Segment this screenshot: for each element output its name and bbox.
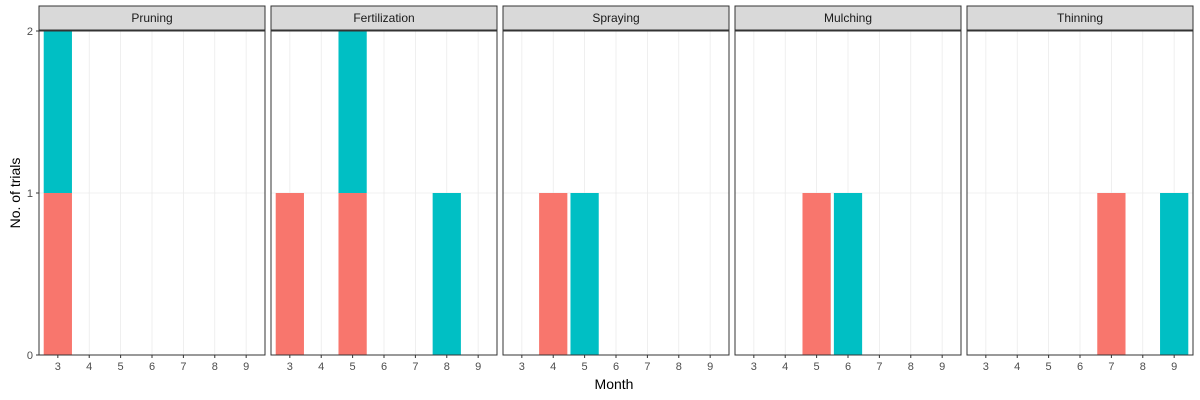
x-tick-label: 7 [412,361,418,373]
x-tick-label: 8 [444,361,450,373]
x-tick-label: 8 [1140,361,1146,373]
facet-panel: Pruning 3 4 5 6 7 8 9 [38,5,266,373]
x-tick-label: 5 [1046,361,1052,373]
x-tick-label: 7 [180,361,186,373]
x-tick-label: 8 [676,361,682,373]
x-tick-label: 4 [86,361,92,373]
bar-segment [1160,193,1189,355]
facet-panel: Spraying 3 4 5 6 7 8 9 [502,5,730,373]
x-tick-label: 9 [1171,361,1177,373]
x-tick-label: 8 [908,361,914,373]
x-tick-label: 7 [1108,361,1114,373]
x-tick-label: 5 [350,361,356,373]
x-tick-label: 3 [519,361,525,373]
x-tick-label: 3 [751,361,757,373]
bar-segment [432,193,461,355]
x-tick-label: 3 [983,361,989,373]
x-tick-label: 9 [475,361,481,373]
x-tick-label: 6 [613,361,619,373]
facet-strip [270,5,498,31]
x-tick-label: 3 [287,361,293,373]
x-tick-label: 6 [1077,361,1083,373]
bar-segment [802,193,831,355]
x-tick-label: 3 [55,361,61,373]
x-tick-label: 6 [149,361,155,373]
x-tick-label: 5 [118,361,124,373]
y-tick-label: 1 [27,188,33,200]
x-tick-label: 9 [243,361,249,373]
bar-segment [539,193,568,355]
bar-segment [275,193,304,355]
facet-strip-label: Thinning [1057,11,1103,25]
y-tick-label: 2 [27,26,33,38]
facet-strip [38,5,266,31]
x-tick-label: 5 [814,361,820,373]
bar-segment [338,31,367,193]
facet-strip [502,5,730,31]
x-tick-label: 7 [644,361,650,373]
x-axis-title: Month [595,376,634,392]
x-tick-label: 4 [318,361,324,373]
facet-panel: Fertilization 3 4 5 6 7 8 9 [270,5,498,373]
x-tick-label: 5 [582,361,588,373]
bar-segment [833,193,863,355]
facet-strip-label: Pruning [131,11,172,25]
facet-strip [966,5,1194,31]
bar-segment [1097,193,1126,355]
x-tick-label: 4 [782,361,788,373]
facet-panel: Thinning 3 4 5 6 7 8 9 [966,5,1194,373]
bar-segment [338,193,367,355]
x-tick-label: 7 [876,361,882,373]
x-tick-label: 6 [381,361,387,373]
facet-strip [734,5,962,31]
facet-strip-label: Spraying [592,11,639,25]
facet-strip-label: Mulching [824,11,872,25]
x-tick-label: 9 [707,361,713,373]
bar-segment [43,193,72,355]
bar-segment [43,31,72,193]
x-tick-label: 4 [1014,361,1020,373]
y-axis-title: No. of trials [7,158,23,229]
y-tick-label: 0 [27,350,33,362]
x-tick-label: 8 [212,361,218,373]
facet-strip-label: Fertilization [353,11,414,25]
x-tick-label: 4 [550,361,556,373]
facet-panel: Mulching 3 4 5 6 7 8 9 [734,5,962,373]
bar-segment [570,193,599,355]
x-tick-label: 6 [845,361,851,373]
x-tick-label: 9 [939,361,945,373]
